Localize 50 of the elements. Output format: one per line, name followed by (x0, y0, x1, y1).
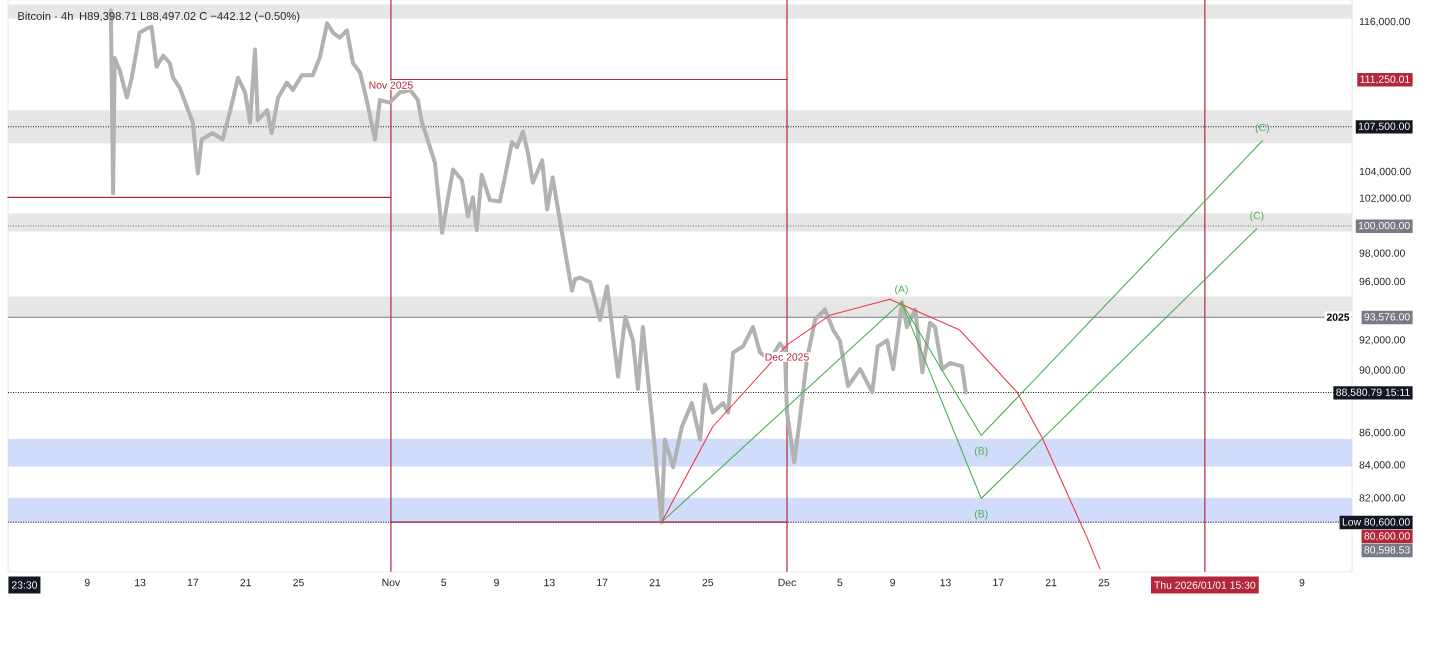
x-tick-label: 25 (1098, 578, 1110, 587)
x-tick-label: 17 (597, 578, 608, 587)
text: Bitcoin · 4h (18, 11, 73, 20)
annotation: (C) (1250, 211, 1264, 222)
x-tick-label: 21 (240, 578, 251, 587)
y-tick-label: 84,000.00 (1359, 461, 1405, 470)
y-tick-label: 96,000.00 (1359, 277, 1405, 287)
text: 111,250.01 (1360, 75, 1410, 85)
text: 23:30 (11, 581, 38, 589)
y-tick-label: 116,000.00 (1359, 17, 1410, 27)
annotation: Nov 2025 (369, 81, 413, 89)
x-tick-label: 25 (293, 578, 304, 587)
x-tick-label: 13 (940, 578, 951, 587)
ref-line-label: Low 80,600.00 (1342, 518, 1410, 527)
x-tick-label: 9 (890, 578, 896, 587)
x-tick-label: 9 (494, 578, 499, 587)
ref-line-label: 93,576.00 (1364, 313, 1410, 322)
y-tick-label: 98,000.00 (1359, 249, 1405, 258)
x-tick-label: 25 (702, 578, 714, 587)
x-tick-label: 21 (1045, 578, 1057, 587)
x-tick-label: 9 (84, 578, 90, 587)
y-tick-label: 82,000.00 (1359, 494, 1405, 503)
annotation: (A) (895, 285, 908, 295)
x-tick-label: 13 (544, 578, 555, 587)
x-tick-label: 9 (1299, 578, 1305, 587)
annotation: (C) (1255, 123, 1269, 134)
annotation: (B) (974, 509, 988, 520)
y-tick-label: 86,000.00 (1359, 428, 1405, 438)
x-tick-label: 17 (187, 578, 199, 587)
x-tick-label: 21 (649, 578, 661, 587)
text: H89,398.71 L88,497.02 C −442.12 (−0.50%) (79, 11, 300, 23)
ref-line-label: 88,580.79 15:11 (1336, 388, 1410, 398)
ref-line-label: Thu 2026/01/01 15:30 (1154, 581, 1256, 589)
y-tick-label: 92,000.00 (1359, 336, 1405, 345)
ref-line-label: 80,598.53 (1364, 546, 1410, 555)
y-tick-label: 104,000.00 (1359, 167, 1411, 177)
x-tick-label: 17 (993, 578, 1004, 587)
ref-line-label: 107,500.00 (1358, 122, 1410, 132)
x-tick-label: Nov (382, 578, 401, 587)
x-tick-label: 13 (135, 578, 146, 587)
annotation: Dec 2025 (765, 353, 809, 361)
y-tick-label: 90,000.00 (1359, 366, 1405, 375)
x-tick-label: 5 (837, 578, 843, 587)
x-tick-label: 5 (441, 578, 447, 587)
ref-line-label: 100,000.00 (1358, 221, 1410, 231)
text: 80,600.00 (1364, 532, 1410, 541)
annotation: (B) (974, 446, 988, 457)
annotation: 2025 (1326, 313, 1350, 321)
x-tick-label: Dec (778, 578, 796, 587)
y-tick-label: 102,000.00 (1359, 194, 1411, 203)
